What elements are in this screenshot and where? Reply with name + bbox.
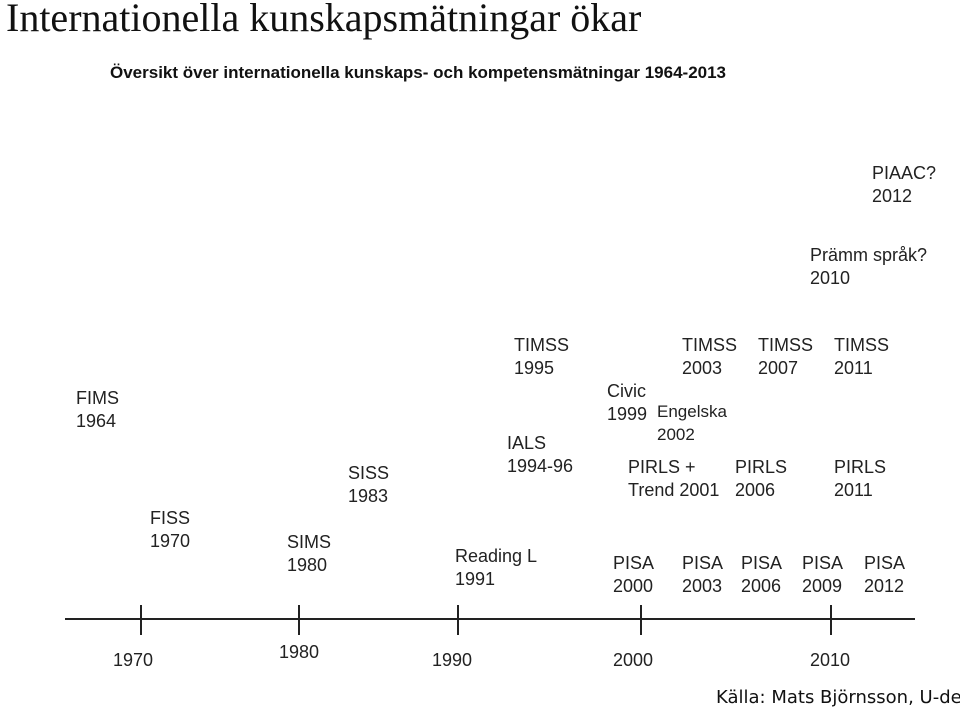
event-reading-l: Reading L 1991: [455, 545, 537, 591]
event-pirls-2006: PIRLS 2006: [735, 456, 787, 502]
event-name: PIRLS: [834, 457, 887, 477]
event-name: Prämm språk?: [810, 245, 928, 265]
event-name: FIMS: [76, 388, 119, 408]
diagram-subtitle: Översikt över internationella kunskaps- …: [110, 63, 727, 82]
event-name: Engelska: [657, 402, 727, 421]
event-year: 2010: [810, 268, 851, 288]
event-year: 1964: [76, 411, 117, 431]
axis-tick: [640, 605, 642, 635]
axis-tick-label: 1990: [432, 650, 473, 670]
event-year: 2012: [872, 186, 913, 206]
event-siss: SISS 1983: [348, 462, 389, 508]
event-year: 2003: [682, 358, 723, 378]
event-year: 2012: [864, 576, 905, 596]
event-pisa-2000: PISA 2000: [613, 552, 654, 598]
event-name: TIMSS: [682, 335, 738, 355]
event-pisa-2006: PISA 2006: [741, 552, 782, 598]
event-pisa-2003: PISA 2003: [682, 552, 723, 598]
event-year: 2006: [735, 480, 776, 500]
event-fiss: FISS 1970: [150, 507, 190, 553]
event-year: 1983: [348, 486, 389, 506]
event-name: PISA: [864, 553, 906, 573]
event-year: 2007: [758, 358, 799, 378]
event-year: 2006: [741, 576, 782, 596]
event-name: PISA: [741, 553, 783, 573]
event-year: 1970: [150, 531, 191, 551]
event-year: 1991: [455, 569, 496, 589]
event-name: PISA: [682, 553, 724, 573]
event-year: Trend 2001: [628, 480, 720, 500]
event-name: PISA: [802, 553, 844, 573]
event-name: FISS: [150, 508, 191, 528]
event-sims: SIMS 1980: [287, 531, 331, 577]
source-caption: Källa: Mats Björnsson, U-dep: [716, 687, 960, 708]
axis-tick: [298, 605, 300, 635]
axis-tick-label: 1980: [279, 642, 320, 662]
event-pirls-trend: PIRLS + Trend 2001: [628, 456, 719, 502]
event-name: TIMSS: [514, 335, 570, 355]
event-name: PIRLS +: [628, 457, 696, 477]
timeline-axis: [65, 618, 915, 620]
axis-tick: [140, 605, 142, 635]
event-timss-2007: TIMSS 2007: [758, 334, 813, 380]
event-name: PIAAC?: [872, 163, 937, 183]
event-timss-2011: TIMSS 2011: [834, 334, 889, 380]
event-pisa-2012: PISA 2012: [864, 552, 905, 598]
event-name: Civic: [607, 381, 646, 401]
event-year: 1999: [607, 404, 648, 424]
event-pirls-2011: PIRLS 2011: [834, 456, 886, 502]
event-year: 1995: [514, 358, 555, 378]
event-year: 2002: [657, 425, 695, 444]
axis-tick-label: 1970: [113, 650, 154, 670]
axis-tick: [457, 605, 459, 635]
event-fims: FIMS 1964: [76, 387, 119, 433]
event-name: PIRLS: [735, 457, 788, 477]
event-engelska: Engelska 2002: [657, 400, 727, 446]
event-name: SIMS: [287, 532, 332, 552]
axis-tick: [830, 605, 832, 635]
event-piaac: PIAAC? 2012: [872, 162, 936, 208]
event-name: IALS: [507, 433, 547, 453]
event-year: 2000: [613, 576, 654, 596]
event-civic: Civic 1999: [607, 380, 647, 426]
event-timss-2003: TIMSS 2003: [682, 334, 737, 380]
event-pisa-2009: PISA 2009: [802, 552, 843, 598]
event-year: 1980: [287, 555, 328, 575]
axis-tick-label: 2000: [613, 650, 654, 670]
event-year: 2011: [834, 480, 873, 500]
event-year: 2011: [834, 358, 873, 378]
event-year: 2003: [682, 576, 723, 596]
event-framm-sprak: Prämm språk? 2010: [810, 244, 927, 290]
event-name: TIMSS: [834, 335, 890, 355]
event-name: PISA: [613, 553, 655, 573]
event-year: 1994-96: [507, 456, 574, 476]
event-name: Reading L: [455, 546, 538, 566]
axis-tick-label: 2010: [810, 650, 851, 670]
slide-title: Internationella kunskapsmätningar ökar: [6, 0, 642, 40]
event-year: 2009: [802, 576, 843, 596]
event-timss-1995: TIMSS 1995: [514, 334, 569, 380]
event-name: TIMSS: [758, 335, 814, 355]
event-name: SISS: [348, 463, 390, 483]
event-ials: IALS 1994-96: [507, 432, 573, 478]
